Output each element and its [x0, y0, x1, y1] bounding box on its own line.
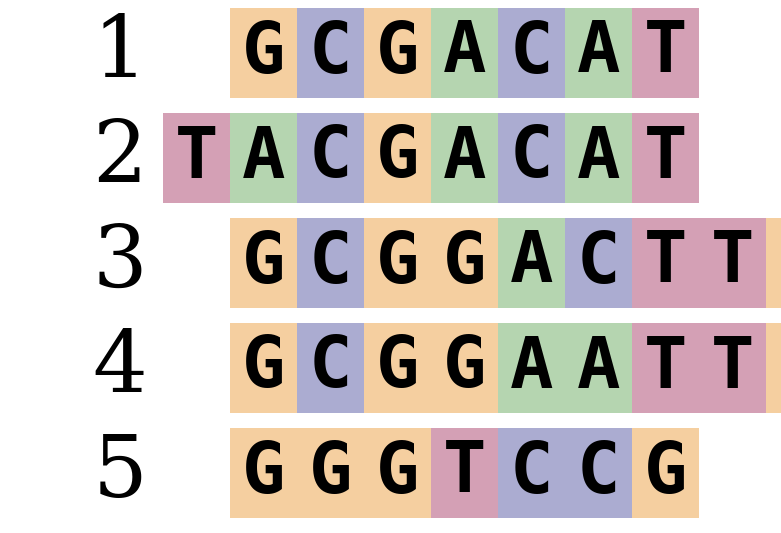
Text: T: T — [443, 439, 487, 507]
Bar — [230, 8, 297, 98]
Text: A: A — [242, 124, 285, 192]
Text: 5: 5 — [93, 431, 148, 514]
Bar — [431, 113, 498, 203]
Bar — [498, 218, 565, 308]
Text: G: G — [376, 439, 419, 507]
Text: A: A — [510, 334, 553, 402]
Text: A: A — [576, 124, 620, 192]
Bar — [632, 323, 699, 413]
Text: C: C — [576, 229, 620, 297]
Bar — [230, 218, 297, 308]
Bar — [632, 8, 699, 98]
Text: G: G — [242, 19, 285, 87]
Bar — [766, 218, 781, 308]
Text: C: C — [308, 229, 352, 297]
Bar — [632, 428, 699, 518]
Bar — [364, 323, 431, 413]
Text: G: G — [376, 334, 419, 402]
Text: G: G — [376, 229, 419, 297]
Bar — [565, 323, 632, 413]
Bar — [498, 428, 565, 518]
Bar — [565, 428, 632, 518]
Bar — [364, 428, 431, 518]
Bar — [297, 113, 364, 203]
Text: G: G — [443, 334, 487, 402]
Text: T: T — [644, 229, 687, 297]
Text: G: G — [242, 439, 285, 507]
Bar — [431, 8, 498, 98]
Bar — [297, 218, 364, 308]
Text: G: G — [308, 439, 352, 507]
Text: 3: 3 — [93, 221, 148, 304]
Bar — [431, 428, 498, 518]
Bar — [230, 428, 297, 518]
Text: A: A — [576, 19, 620, 87]
Text: G: G — [778, 229, 781, 297]
Bar — [297, 428, 364, 518]
Text: G: G — [443, 229, 487, 297]
Bar — [230, 323, 297, 413]
Bar — [632, 218, 699, 308]
Text: C: C — [510, 124, 553, 192]
Bar — [163, 113, 230, 203]
Text: G: G — [376, 124, 419, 192]
Bar — [364, 113, 431, 203]
Bar — [431, 218, 498, 308]
Bar — [230, 113, 297, 203]
Text: 1: 1 — [93, 11, 148, 94]
Text: C: C — [308, 124, 352, 192]
Text: A: A — [443, 124, 487, 192]
Bar — [766, 323, 781, 413]
Text: C: C — [308, 19, 352, 87]
Text: C: C — [576, 439, 620, 507]
Text: G: G — [376, 19, 419, 87]
Bar — [498, 8, 565, 98]
Text: T: T — [644, 124, 687, 192]
Text: T: T — [175, 124, 218, 192]
Bar — [699, 218, 766, 308]
Bar — [565, 113, 632, 203]
Bar — [297, 323, 364, 413]
Text: 4: 4 — [93, 326, 148, 409]
Bar — [565, 8, 632, 98]
Text: G: G — [644, 439, 687, 507]
Text: A: A — [443, 19, 487, 87]
Text: T: T — [644, 19, 687, 87]
Text: C: C — [510, 19, 553, 87]
Bar — [565, 218, 632, 308]
Text: G: G — [242, 334, 285, 402]
Text: A: A — [510, 229, 553, 297]
Text: 2: 2 — [93, 116, 148, 199]
Bar — [498, 113, 565, 203]
Text: T: T — [711, 334, 754, 402]
Bar — [364, 218, 431, 308]
Bar — [364, 8, 431, 98]
Text: G: G — [778, 334, 781, 402]
Text: C: C — [510, 439, 553, 507]
Bar — [297, 8, 364, 98]
Bar — [699, 323, 766, 413]
Bar — [632, 113, 699, 203]
Text: T: T — [711, 229, 754, 297]
Bar — [431, 323, 498, 413]
Text: C: C — [308, 334, 352, 402]
Bar — [498, 323, 565, 413]
Text: T: T — [644, 334, 687, 402]
Text: G: G — [242, 229, 285, 297]
Text: A: A — [576, 334, 620, 402]
